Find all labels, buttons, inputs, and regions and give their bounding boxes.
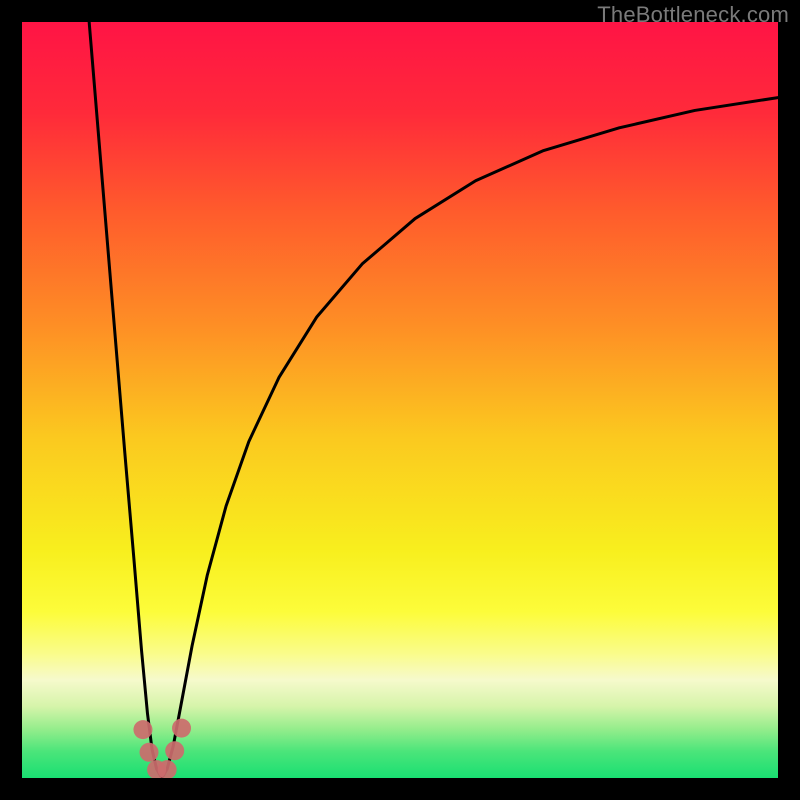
watermark-text: TheBottleneck.com <box>597 2 789 28</box>
optimal-marker <box>133 720 152 739</box>
gradient-background <box>22 22 778 778</box>
plot-area <box>22 22 778 778</box>
optimal-marker <box>172 719 191 738</box>
plot-svg <box>22 22 778 778</box>
optimal-marker <box>165 741 184 760</box>
optimal-marker <box>140 743 159 762</box>
chart-frame: TheBottleneck.com <box>0 0 800 800</box>
